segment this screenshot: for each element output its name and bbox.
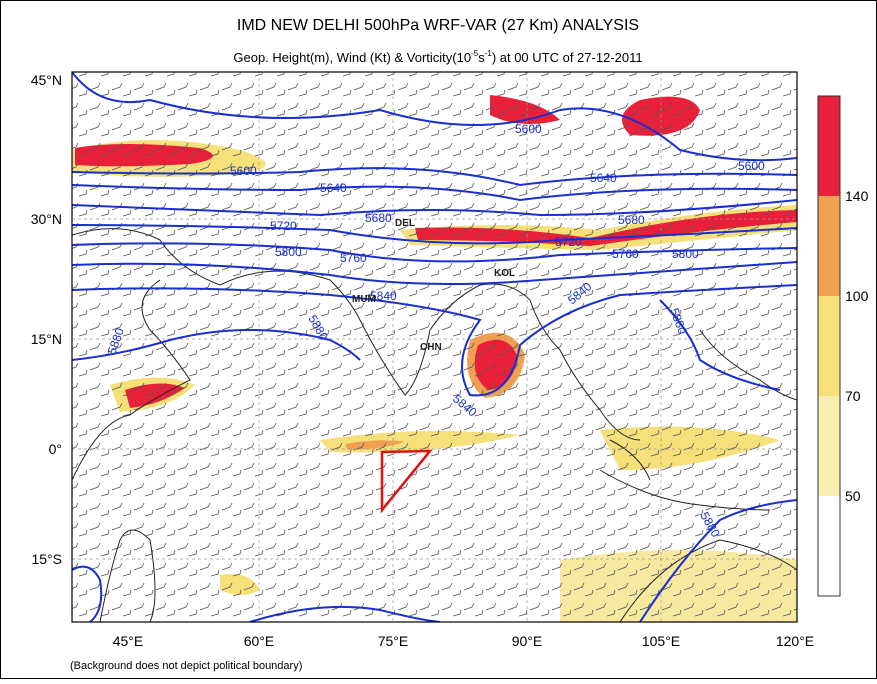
- contour-label: 5760: [612, 247, 639, 261]
- lat-label: 15°S: [31, 551, 62, 567]
- highlight-triangle: [380, 449, 433, 514]
- contour-label: 5600: [230, 164, 257, 178]
- colorbar-label: 140: [845, 188, 869, 204]
- contour-label: 5720: [555, 235, 582, 249]
- height-contours: [72, 72, 797, 622]
- contour-label: 5840: [370, 289, 397, 303]
- map-area: 5600 5600 5600 5640 5640 5680 5680 5720 …: [72, 72, 797, 622]
- lon-label: 45°E: [113, 633, 144, 649]
- contour-label: 5640: [320, 181, 347, 195]
- subtitle-part: -1: [485, 49, 493, 58]
- lon-label: 120°E: [776, 633, 814, 649]
- wind-barbs: [72, 72, 797, 622]
- lon-label: 75°E: [378, 633, 409, 649]
- contour-label: 5800: [275, 245, 302, 259]
- contour-label: 5720: [270, 219, 297, 233]
- lat-label: 45°N: [31, 72, 62, 88]
- contour-label: 5640: [590, 171, 617, 185]
- contour-label: 5800: [672, 247, 699, 261]
- colorbar-label: 70: [845, 388, 861, 404]
- subtitle-part: s: [478, 50, 485, 65]
- lat-axis: 45°N 30°N 15°N 0° 15°S: [31, 72, 62, 567]
- lat-label: 15°N: [31, 331, 62, 347]
- subtitle: Geop. Height(m), Wind (Kt) & Vorticity(1…: [233, 49, 642, 65]
- lon-label: 60°E: [244, 633, 275, 649]
- lon-label: 90°E: [512, 633, 543, 649]
- graticule: [72, 72, 797, 622]
- lat-label: 30°N: [31, 211, 62, 227]
- lat-label: 0°: [49, 441, 62, 457]
- plot-border: [71, 71, 798, 623]
- colorbar-label: 100: [845, 288, 869, 304]
- contour-label: 5680: [365, 211, 392, 225]
- footnote: (Background does not depict political bo…: [70, 660, 302, 672]
- contour-label: 5600: [738, 159, 765, 173]
- lon-axis: 45°E 60°E 75°E 90°E 105°E 120°E: [113, 633, 814, 649]
- city-label: DEL: [395, 218, 415, 229]
- colorbar: 140 100 70 50: [817, 95, 869, 597]
- title: IMD NEW DELHI 500hPa WRF-VAR (27 Km) ANA…: [237, 17, 639, 34]
- city-label: MUM: [352, 294, 376, 305]
- lon-label: 105°E: [642, 633, 680, 649]
- contour-label: 5680: [618, 213, 645, 227]
- contour-label: 5600: [515, 122, 542, 136]
- colorbar-label: 50: [845, 488, 861, 504]
- city-label: CHN: [420, 342, 442, 353]
- subtitle-part: Geop. Height(m), Wind (Kt) & Vorticity(1…: [233, 50, 471, 65]
- subtitle-part: -5: [471, 49, 479, 58]
- subtitle-part: ) at 00 UTC of 27-12-2011: [492, 50, 643, 65]
- city-labels: DEL MUM CHN KOL: [352, 218, 515, 353]
- city-label: KOL: [494, 268, 515, 279]
- contour-label: 5760: [340, 251, 367, 265]
